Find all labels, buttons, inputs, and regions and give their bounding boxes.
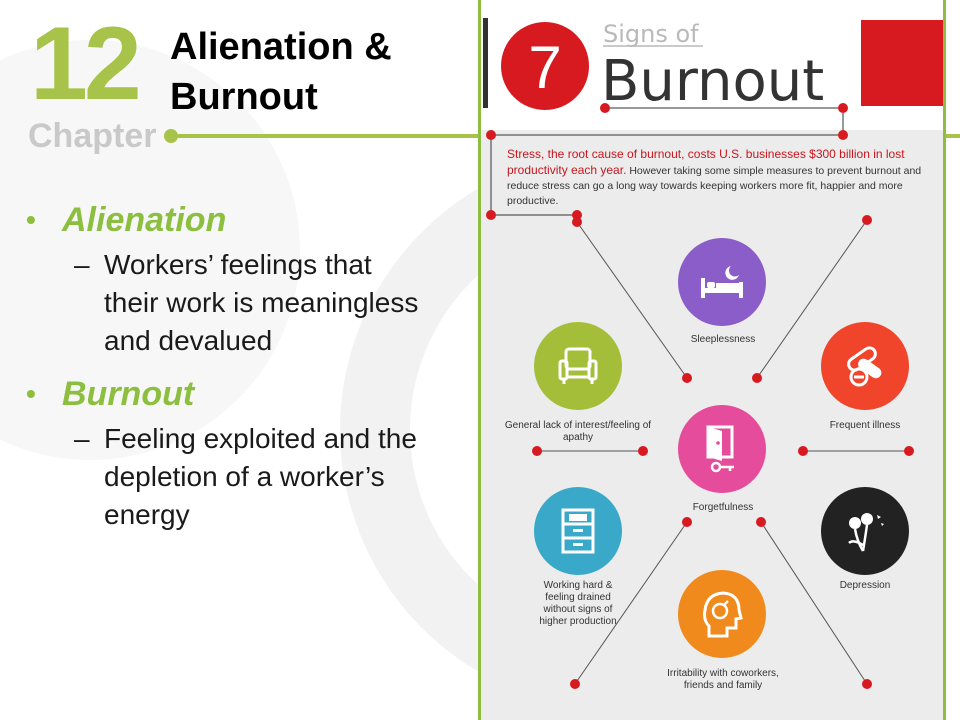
irritability-label: Irritability with coworkers, friends and… [667,668,779,691]
desc-line: energy [104,499,190,530]
bed-icon [701,266,743,298]
illness-label: Frequent illness [829,420,901,431]
heading-small: Signs of [603,20,699,48]
dash: – [74,249,90,280]
header-bar [483,18,488,108]
infographic-intro: Stress, the root cause of burnout, costs… [507,147,937,209]
desc-line: their work is meaningless [104,287,419,318]
bullet-alienation: Alienation [26,198,476,242]
heading-big: Burnout [601,49,824,114]
desc-line: Workers’ feelings that [104,249,372,280]
connector-lines [537,219,909,685]
intro-dots [486,103,848,220]
file-cabinet-icon [561,508,595,554]
chapter-label: Chapter [28,117,157,155]
door-key-icon [706,425,734,473]
desc-line: and devalued [104,325,273,356]
infographic-lines: 7 Signs of Burnout [483,18,943,689]
badge-number: 7 [528,34,561,101]
drained-circle [534,487,622,575]
depression-label: Depression [839,580,891,591]
bullet-burnout-desc: – Feeling exploited and the depletion of… [26,420,476,534]
depression-circle [821,487,909,575]
intro-rest: However taking some simple measures to p… [507,165,922,207]
title-line-2: Burnout [170,76,318,118]
title-line-1: Alienation & [170,26,392,68]
apathy-label: General lack of interest/feeling of apat… [504,420,652,443]
head-bomb-icon [703,591,743,638]
apathy-circle [534,322,622,410]
bullet-alienation-desc: – Workers’ feelings that their work is m… [26,246,476,360]
armchair-icon [558,347,598,384]
connector-dots [532,215,914,689]
bullet-burnout: Burnout [26,372,476,416]
desc-line: Feeling exploited and the [104,423,417,454]
intro-lead: Stress, the root cause of burnout, costs… [507,147,905,177]
sleeplessness-label: Sleeplessness [690,334,756,345]
forgetfulness-circle [678,405,766,493]
drained-label: Working hard & feeling drained without s… [539,580,617,627]
illness-circle [821,322,909,410]
dash: – [74,423,90,454]
title-rule-dot [164,129,178,143]
wilted-flower-icon [848,513,884,552]
irritability-circle [678,570,766,658]
burnout-infographic: 7 Signs of Burnout [478,0,946,720]
sleeplessness-circle [678,238,766,326]
pills-icon [847,346,882,387]
intro-frame [490,107,844,216]
header-red-block [861,20,943,106]
slide-title: Alienation & Burnout [170,22,470,122]
desc-line: depletion of a worker’s [104,461,385,492]
chapter-number: 12 [30,6,142,122]
forgetfulness-label: Forgetfulness [692,502,754,513]
slide-content: Alienation – Workers’ feelings that thei… [26,198,476,546]
number-badge [501,22,589,110]
